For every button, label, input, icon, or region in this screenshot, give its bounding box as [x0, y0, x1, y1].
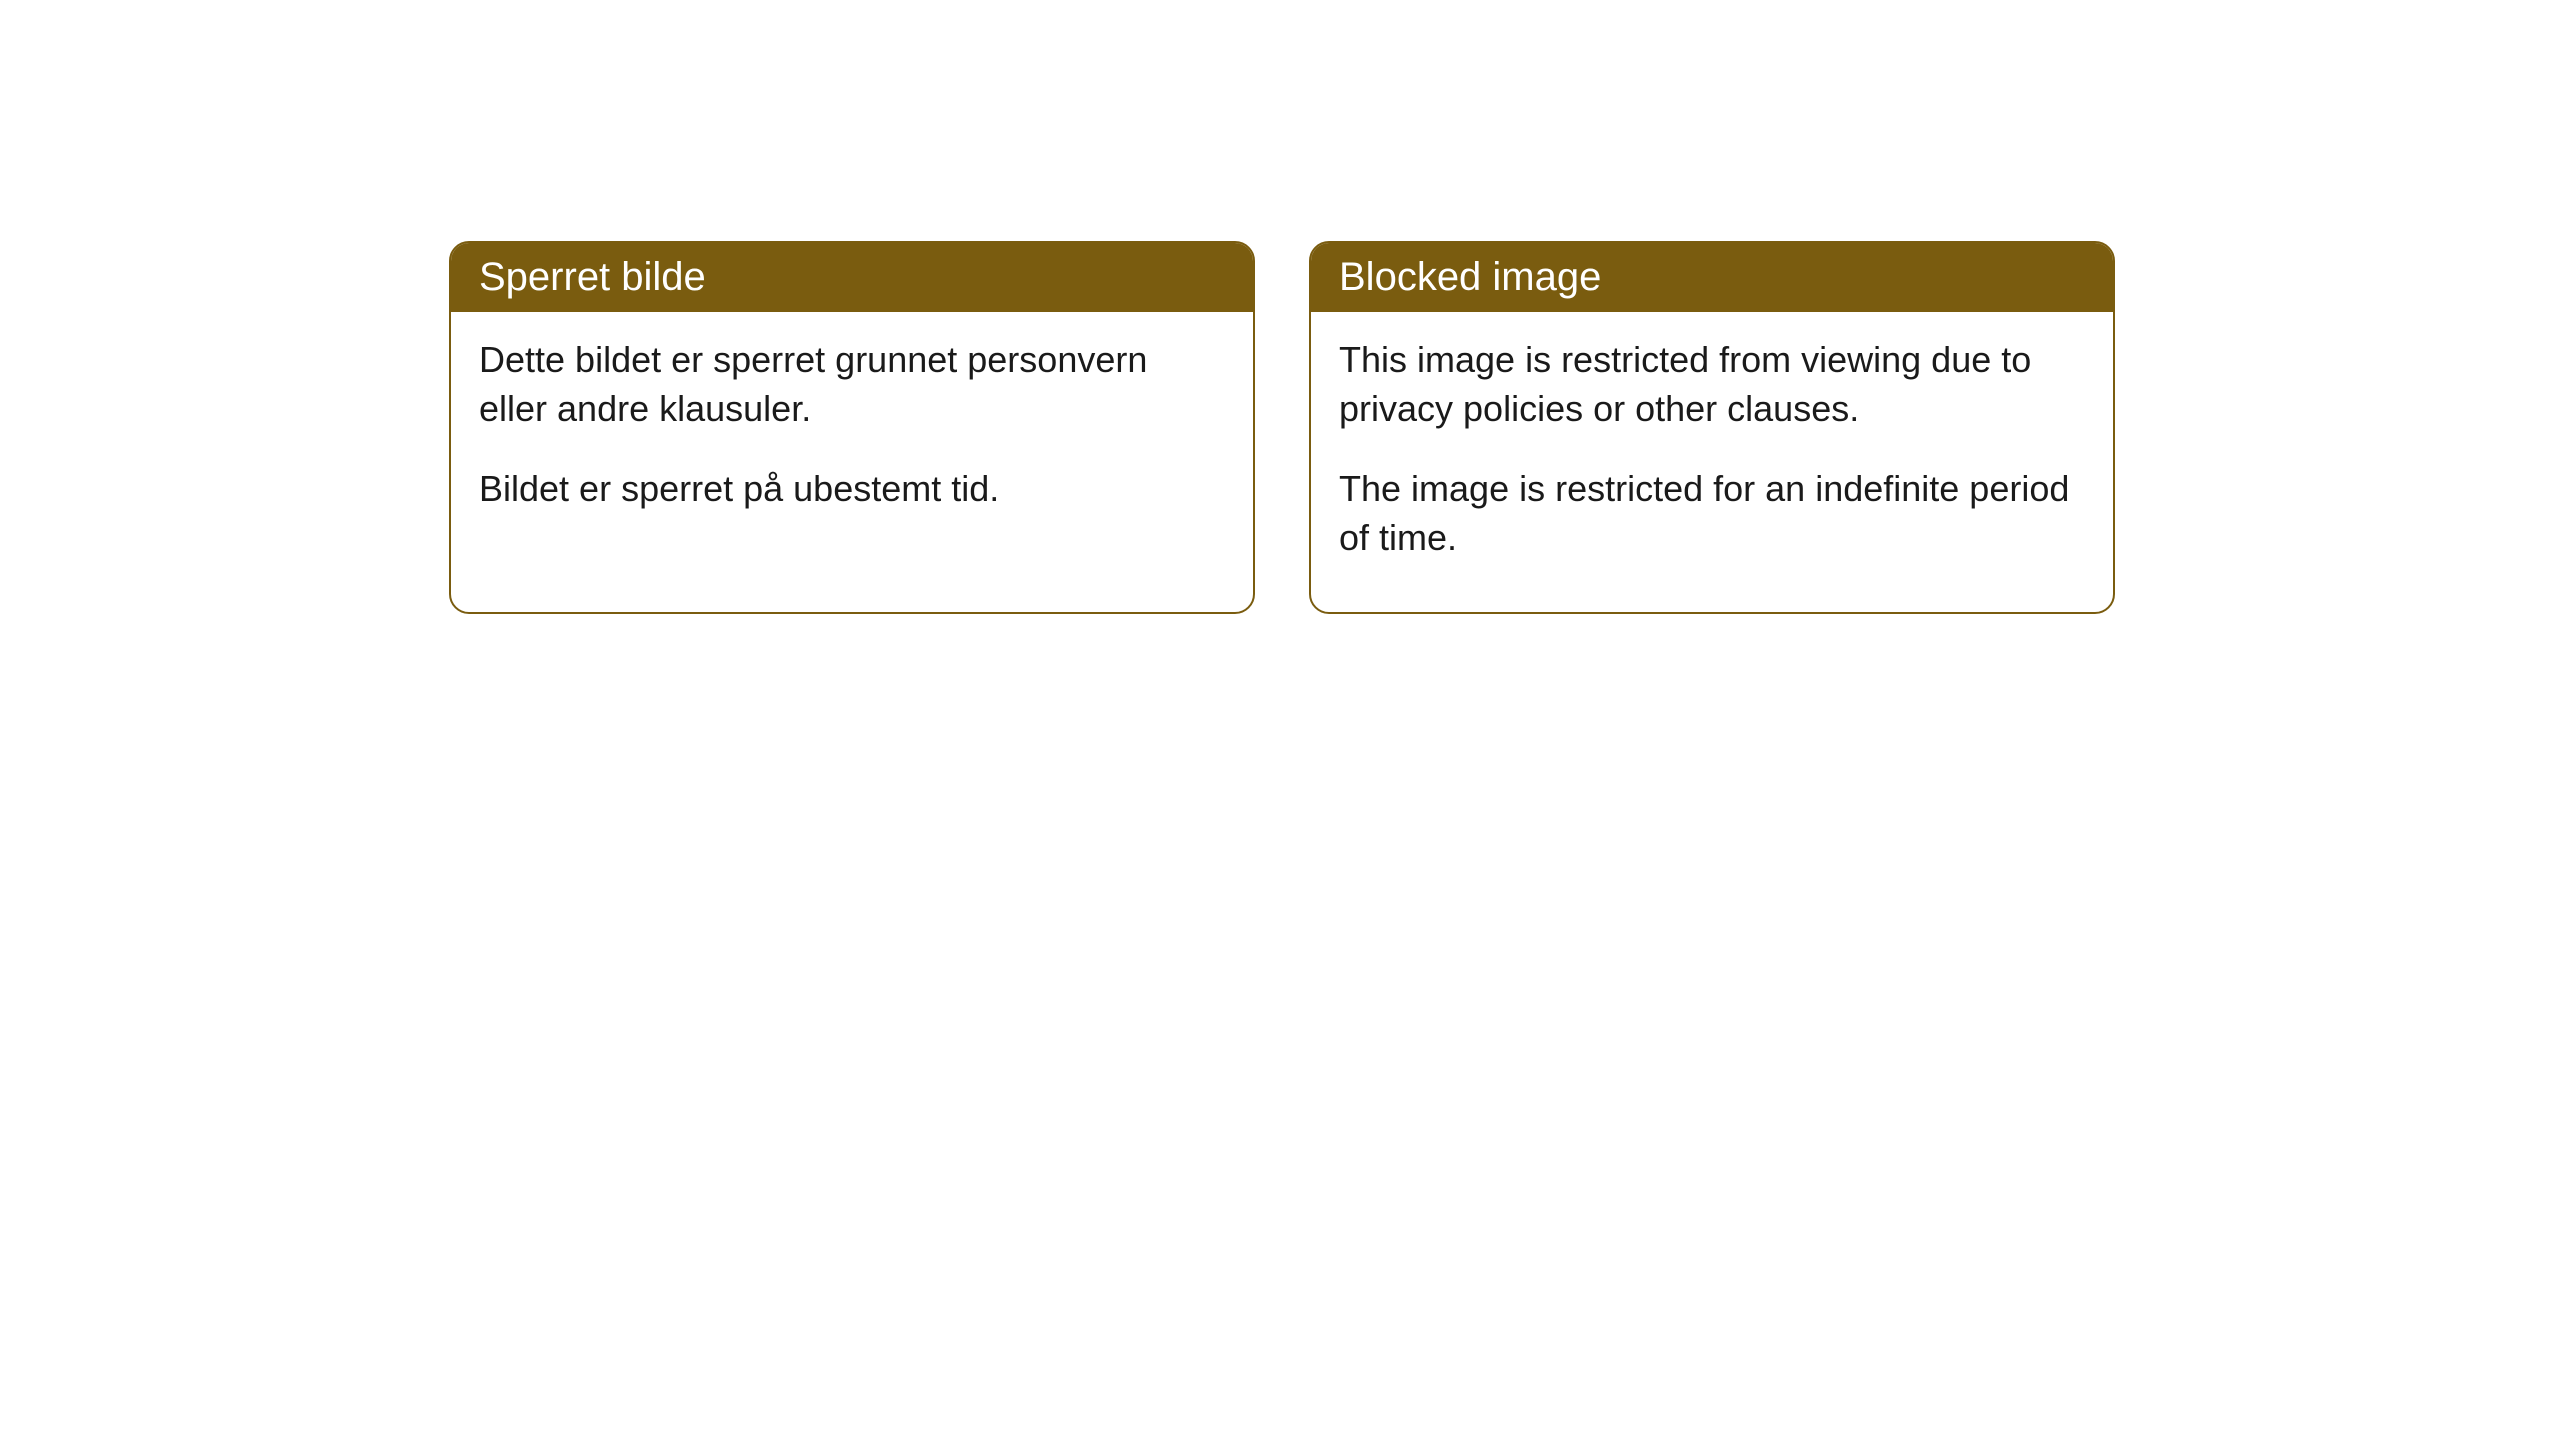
card-paragraph-2-norwegian: Bildet er sperret på ubestemt tid.: [479, 465, 1225, 514]
blocked-image-card-english: Blocked image This image is restricted f…: [1309, 241, 2115, 614]
card-title-english: Blocked image: [1339, 255, 1601, 299]
card-body-english: This image is restricted from viewing du…: [1311, 312, 2113, 612]
card-header-norwegian: Sperret bilde: [451, 243, 1253, 312]
card-title-norwegian: Sperret bilde: [479, 255, 706, 299]
card-body-norwegian: Dette bildet er sperret grunnet personve…: [451, 312, 1253, 564]
card-paragraph-1-norwegian: Dette bildet er sperret grunnet personve…: [479, 336, 1225, 433]
blocked-image-card-norwegian: Sperret bilde Dette bildet er sperret gr…: [449, 241, 1255, 614]
notice-cards-container: Sperret bilde Dette bildet er sperret gr…: [449, 241, 2115, 614]
card-paragraph-2-english: The image is restricted for an indefinit…: [1339, 465, 2085, 562]
card-paragraph-1-english: This image is restricted from viewing du…: [1339, 336, 2085, 433]
card-header-english: Blocked image: [1311, 243, 2113, 312]
